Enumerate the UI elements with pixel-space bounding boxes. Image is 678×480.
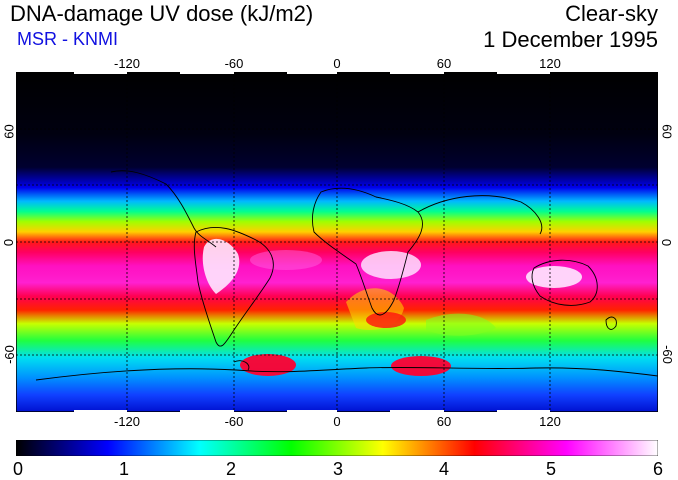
map-border bbox=[16, 72, 658, 412]
antarctic-peninsula bbox=[233, 360, 250, 371]
south-atlantic-red-patch bbox=[240, 354, 296, 376]
bottom-lon-tick: 120 bbox=[539, 414, 561, 429]
australia-coast bbox=[531, 259, 598, 306]
colorbar-gradient bbox=[16, 440, 658, 456]
top-lon-tick: 0 bbox=[333, 56, 341, 71]
date-label: 1 December 1995 bbox=[483, 27, 658, 52]
bottom-lon-tick: -120 bbox=[113, 414, 141, 429]
colorbar-tick: 1 bbox=[118, 459, 130, 479]
top-lon-tick: -60 bbox=[224, 56, 244, 71]
source-label: MSR - KNMI bbox=[17, 29, 118, 49]
right-lat-tick: 0 bbox=[659, 238, 675, 247]
bottom-lon-tick: 60 bbox=[436, 414, 452, 429]
australia-hotspot bbox=[526, 266, 582, 288]
top-lon-tick: 120 bbox=[539, 56, 561, 71]
map-title: DNA-damage UV dose (kJ/m2) bbox=[10, 1, 314, 26]
colorbar-tick: 0 bbox=[12, 459, 24, 479]
top-lon-tick: -120 bbox=[113, 56, 141, 71]
right-lat-tick: -60 bbox=[659, 345, 675, 364]
south-indian-red-patch bbox=[391, 356, 451, 376]
uv-dose-map bbox=[16, 72, 658, 412]
sky-condition-label: Clear-sky bbox=[565, 1, 658, 26]
asia-coast bbox=[417, 195, 543, 235]
left-lat-tick: 60 bbox=[1, 124, 17, 139]
right-lat-tick: 60 bbox=[659, 124, 675, 139]
south-america-hotspot bbox=[202, 238, 240, 294]
colorbar-tick: 5 bbox=[545, 459, 557, 479]
colorbar-tick: 4 bbox=[438, 459, 450, 479]
left-lat-tick: 0 bbox=[1, 238, 17, 247]
colorbar-tick: 2 bbox=[225, 459, 237, 479]
atlantic-pink-band bbox=[250, 250, 322, 270]
top-lon-tick: 60 bbox=[436, 56, 452, 71]
north-america-coast bbox=[110, 170, 217, 248]
colorbar-tick: 6 bbox=[652, 459, 664, 479]
indian-ocean-green bbox=[426, 313, 496, 336]
left-lat-tick: -60 bbox=[1, 345, 17, 364]
antarctica-coast bbox=[35, 366, 658, 381]
graticule bbox=[16, 72, 658, 412]
southern-ocean-red-swirl bbox=[366, 312, 406, 328]
bottom-lon-tick: 0 bbox=[333, 414, 341, 429]
africa-hotspot bbox=[361, 251, 421, 279]
colorbar-tick: 3 bbox=[332, 459, 344, 479]
bottom-lon-tick: -60 bbox=[224, 414, 244, 429]
colorbar bbox=[16, 440, 658, 456]
new-zealand-coast bbox=[605, 316, 617, 330]
